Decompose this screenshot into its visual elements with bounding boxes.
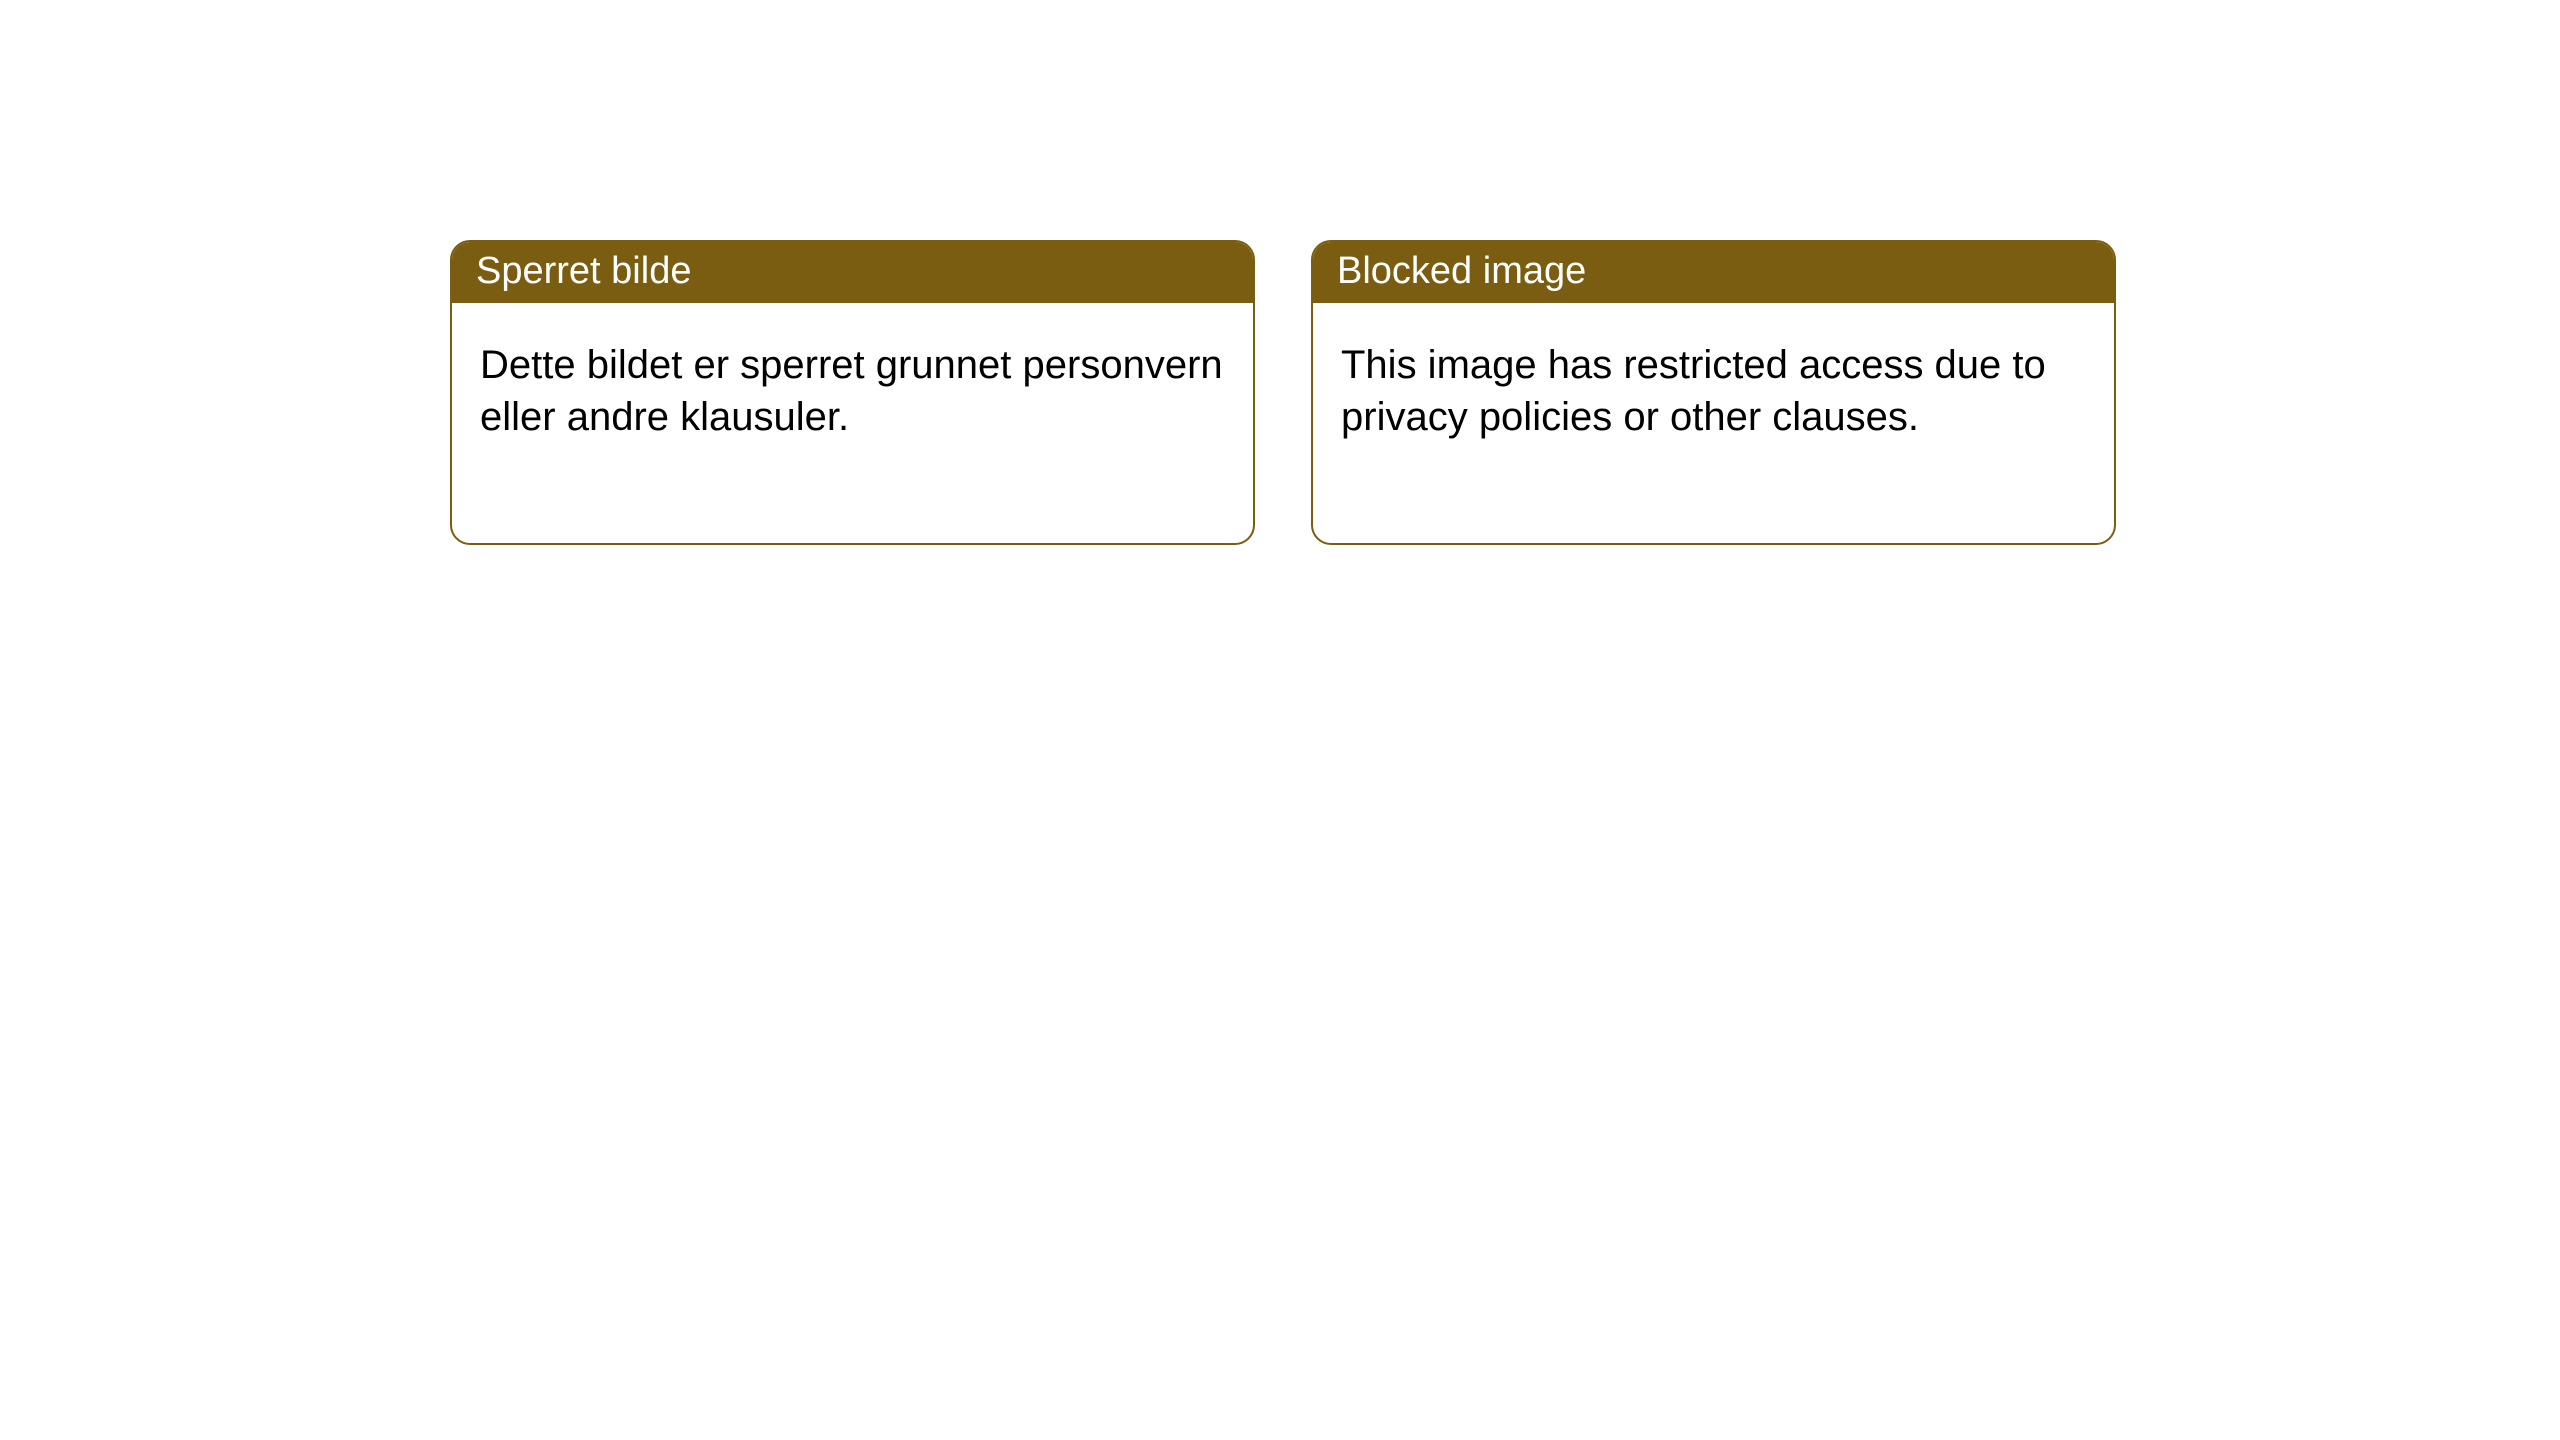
card-body-norwegian: Dette bildet er sperret grunnet personve… <box>452 303 1253 543</box>
blocked-notice-card-english: Blocked image This image has restricted … <box>1311 240 2116 545</box>
card-body-english: This image has restricted access due to … <box>1313 303 2114 543</box>
notice-container: Sperret bilde Dette bildet er sperret gr… <box>450 240 2116 545</box>
card-title-norwegian: Sperret bilde <box>452 242 1253 303</box>
blocked-notice-card-norwegian: Sperret bilde Dette bildet er sperret gr… <box>450 240 1255 545</box>
card-title-english: Blocked image <box>1313 242 2114 303</box>
